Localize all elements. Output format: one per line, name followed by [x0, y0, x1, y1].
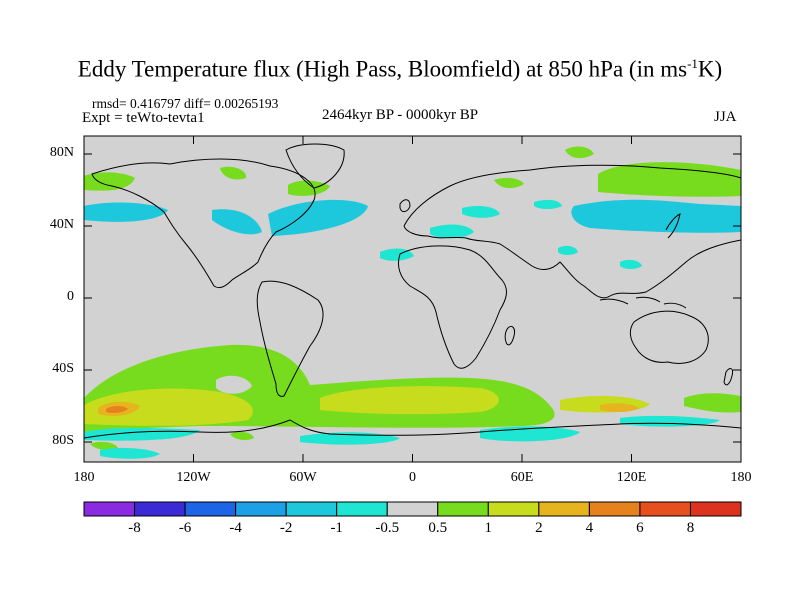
colorbar-label-4: -1	[330, 520, 343, 536]
colorbar-label-3: -2	[279, 520, 293, 536]
map-field	[84, 136, 741, 462]
coast-indonesia	[599, 296, 687, 309]
lon-tick-marks	[83, 136, 742, 462]
coast-north-america	[91, 158, 316, 289]
region-neg-caspian	[534, 199, 562, 209]
region-pos-antarctic-1	[90, 441, 118, 451]
region-pos-aus-south	[684, 393, 741, 413]
region-pos-scandinavia	[494, 177, 524, 189]
colorbar-label-2: -4	[229, 520, 242, 536]
colorbar-swatch-2	[184, 501, 237, 517]
lon-label-120e: 120E	[616, 470, 647, 485]
region-neg-north-america-west	[212, 209, 262, 235]
lon-label-60e: 60E	[510, 470, 534, 485]
region-neg-east-asia	[620, 259, 642, 269]
colorbar-swatch-3	[235, 501, 287, 517]
colorbar-swatch-9	[538, 501, 590, 517]
colorbar-swatch-11	[639, 501, 691, 517]
lon-label-0: 0	[409, 470, 416, 485]
colorbar-label-9: 4	[585, 520, 594, 536]
region-pos-mid-atlantic	[320, 386, 499, 415]
colorbar-label-1: -6	[178, 520, 192, 536]
colorbar-label-11: 8	[686, 520, 695, 536]
colorbar-swatch-7	[437, 501, 489, 517]
lat-label-0: 0	[67, 289, 74, 304]
colorbar-swatch-12	[689, 501, 742, 517]
colorbar-swatch-8	[487, 501, 540, 517]
lat-label-40n: 40N	[49, 217, 74, 232]
region-neg-baltic	[462, 206, 500, 218]
coast-south-america	[256, 280, 324, 397]
coast-africa	[397, 245, 507, 369]
region-pos-arctic-siberia	[565, 146, 594, 159]
region-neutral-hole	[216, 375, 252, 394]
coast-uk	[399, 199, 411, 213]
region-neg-north-atlantic	[268, 199, 368, 236]
stats-text: rmsd= 0.416797 diff= 0.00265193	[92, 96, 279, 111]
coast-new-zealand	[723, 368, 733, 386]
colorbar-label-5: -0.5	[375, 520, 400, 536]
lon-label-120w: 120W	[176, 470, 211, 485]
coast-madagascar	[504, 325, 515, 346]
map-title: Eddy Temperature flux (High Pass, Bloomf…	[77, 56, 723, 82]
lon-label-180e: 180	[730, 470, 752, 485]
experiment-label: Expt = teWto-tevta1	[82, 110, 205, 126]
colorbar-label-8: 2	[535, 520, 543, 536]
coast-japan	[665, 213, 681, 239]
region-neg-europe	[430, 224, 474, 239]
region-pos-max-pacific	[106, 406, 128, 413]
region-pos-alaska	[84, 172, 135, 191]
colorbar-swatch-4	[285, 501, 338, 517]
region-pos-hudson	[288, 180, 330, 196]
colorbar-swatch-6	[386, 501, 439, 517]
colorbar-swatch-1	[134, 501, 186, 517]
coastlines	[84, 143, 741, 439]
colorbar-label-7: 1	[484, 520, 493, 536]
colorbar-label-10: 6	[636, 520, 644, 536]
lon-label-60w: 60W	[289, 470, 317, 485]
lat-label-40s: 40S	[52, 361, 74, 376]
season-label: JJA	[714, 109, 737, 125]
colorbar-swatch-0	[83, 501, 136, 517]
lat-tick-marks	[84, 153, 741, 443]
region-pos-strong-indian	[600, 403, 640, 413]
region-pos-siberia	[598, 162, 741, 197]
period-label: 2464kyr BP - 0000kyr BP	[322, 107, 479, 123]
region-neg-north-pacific	[84, 202, 168, 222]
colorbar-swatch-10	[588, 501, 641, 517]
colorbar-label-6: 0.5	[428, 520, 448, 536]
colorbar	[83, 501, 742, 517]
colorbar-swatch-5	[336, 501, 388, 517]
colorbar-label-0: -8	[128, 520, 141, 536]
lat-label-80s: 80S	[52, 433, 74, 448]
region-neg-india	[558, 245, 578, 255]
lon-label-180w: 180	[73, 470, 95, 485]
coast-antarctica	[84, 419, 741, 439]
region-neg-asia-pacific	[571, 199, 741, 233]
coast-australia	[629, 310, 709, 364]
region-pos-antarctic-2	[230, 431, 254, 441]
coast-eurasia	[403, 164, 741, 299]
coast-greenland	[285, 143, 345, 189]
region-pos-arctic-canada	[220, 166, 247, 180]
region-neg-antarctic-ross	[100, 447, 160, 459]
positive-anomaly-regions	[84, 146, 741, 451]
lat-label-80n: 80N	[49, 145, 74, 160]
region-neg-antarctic-east	[620, 415, 720, 427]
region-pos-mid-pacific	[84, 388, 253, 426]
